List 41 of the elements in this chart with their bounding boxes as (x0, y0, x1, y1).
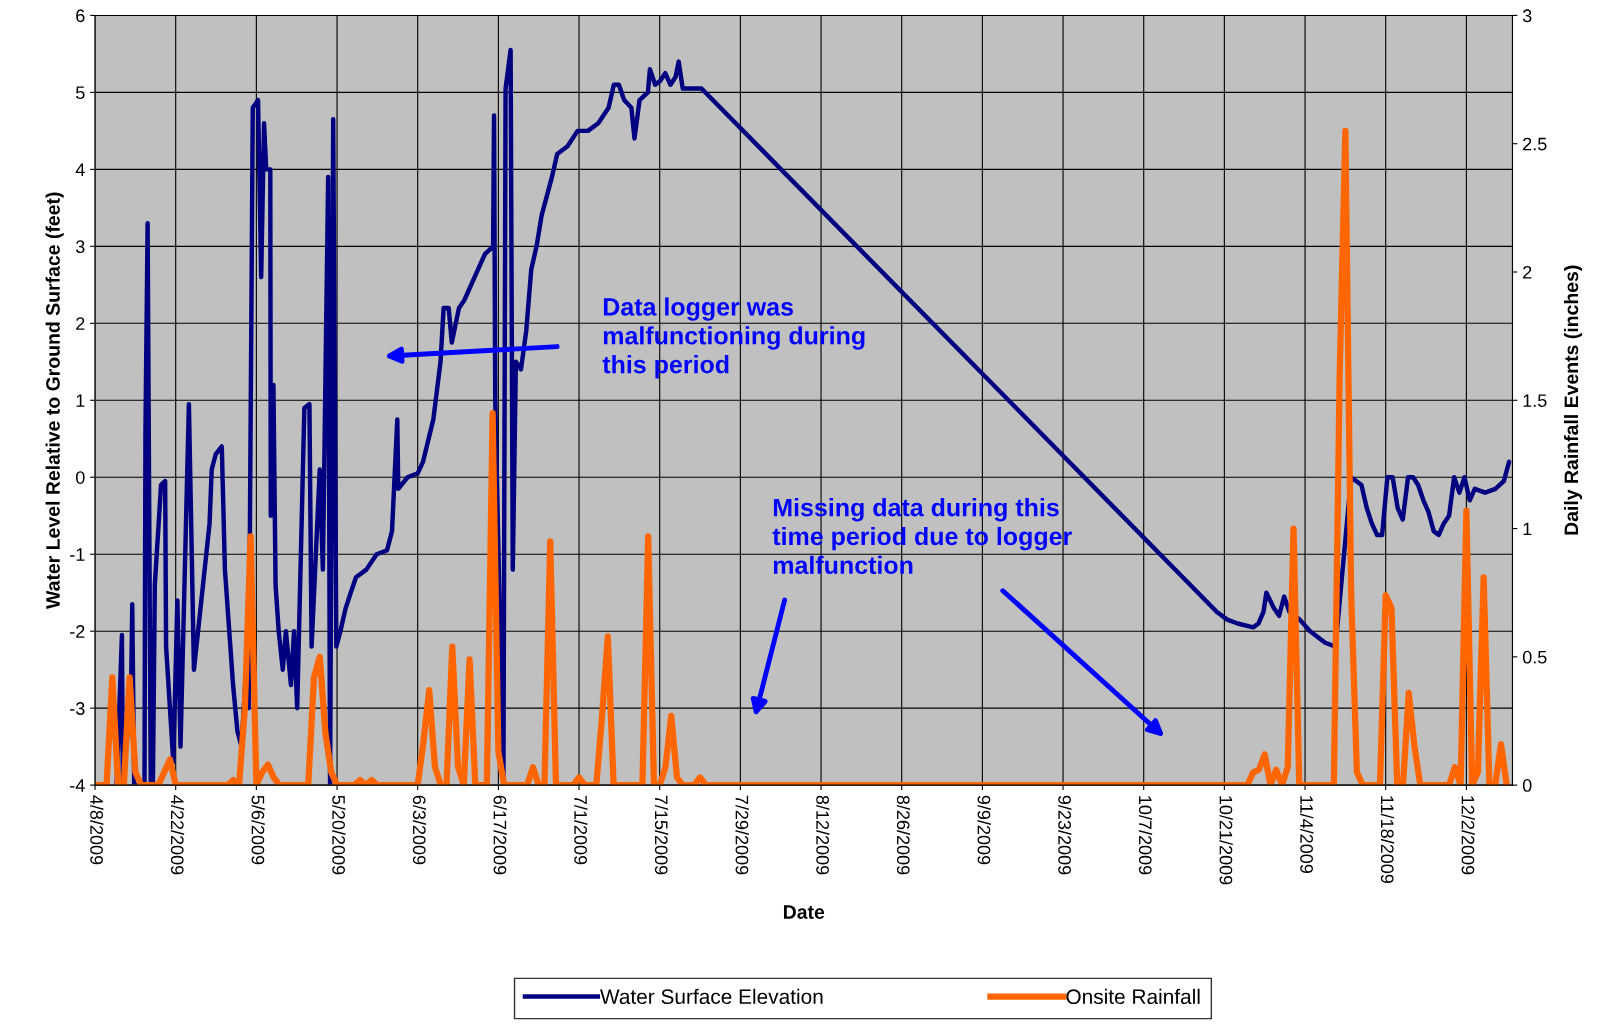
y-tick-label: -3 (70, 702, 85, 715)
x-tick-label: 8/26/2009 (896, 795, 911, 875)
y-tick-label: 3 (75, 240, 85, 254)
x-axis-title: Date (783, 905, 825, 919)
y2-tick-label: 3 (1522, 9, 1532, 23)
y-tick-label: 4 (75, 163, 85, 176)
y2-tick-label: 1.5 (1523, 394, 1547, 407)
x-tick-label: 6/3/2009 (412, 795, 427, 865)
x-tick-label: 11/4/2009 (1300, 796, 1314, 873)
x-tick-label: 4/22/2009 (170, 795, 185, 875)
y-tick-label: 1 (76, 394, 85, 407)
y2-tick-label: 0.5 (1522, 650, 1547, 664)
x-tick-label: 7/15/2009 (654, 795, 669, 875)
x-tick-label: 9/23/2009 (1058, 795, 1072, 875)
x-tick-label: 5/6/2009 (251, 795, 265, 865)
x-tick-label: 12/2/2009 (1461, 796, 1475, 875)
x-tick-label: 4/8/2009 (90, 795, 104, 865)
y2-tick-label: 1 (1523, 522, 1532, 536)
x-tick-label: 11/18/2009 (1380, 796, 1395, 884)
y-tick-label: -2 (70, 625, 85, 638)
x-tick-label: 7/1/2009 (574, 795, 588, 865)
y-tick-label: 2 (76, 317, 85, 330)
y-tick-label: -1 (70, 548, 85, 561)
x-tick-label: 9/9/2009 (977, 795, 991, 865)
x-tick-label: 5/20/2009 (332, 795, 346, 875)
legend-label: Water Surface Elevation (600, 988, 823, 1005)
y2-tick-label: 0 (1522, 779, 1532, 792)
x-tick-label: 8/12/2009 (816, 795, 830, 875)
x-tick-label: 10/7/2009 (1138, 796, 1153, 875)
x-tick-label: 7/29/2009 (735, 795, 749, 875)
y-axis-title: Water Level Relative to Ground Surface (feet) (45, 192, 64, 609)
y-tick-label: 6 (76, 9, 85, 23)
x-tick-label: 10/21/2009 (1219, 796, 1233, 885)
y-tick-label: 5 (75, 86, 85, 100)
legend-label: Onsite Rainfall (1066, 988, 1200, 1005)
x-tick-label: 6/17/2009 (493, 795, 507, 875)
y2-tick-label: 2 (1523, 265, 1532, 279)
y2-tick-label: 2.5 (1523, 137, 1547, 151)
y2-axis-title: Daily Rainfall Events (inches) (1563, 265, 1583, 535)
y-tick-label: -4 (70, 779, 85, 792)
y-tick-label: 0 (75, 471, 85, 484)
